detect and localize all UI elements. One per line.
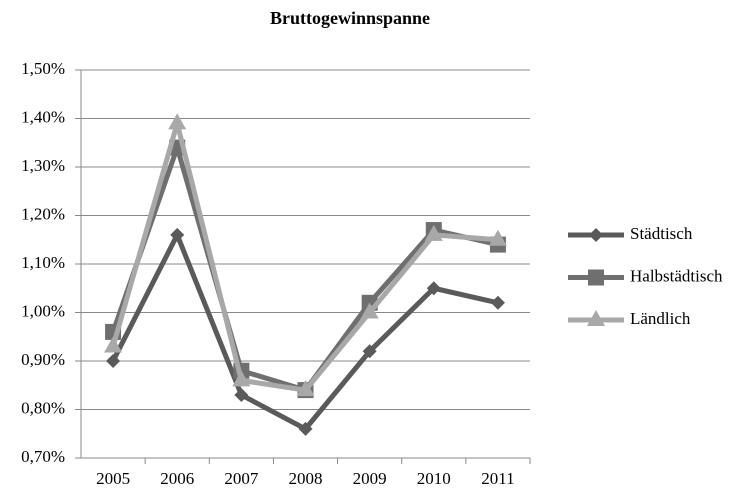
marker [104,336,123,353]
legend-label: Ländlich [630,309,691,328]
marker [298,421,313,436]
x-tick-label: 2007 [224,469,259,488]
marker [106,354,121,368]
x-tick-label: 2011 [481,469,514,488]
marker [232,370,251,387]
y-tick-label: 1,30% [21,156,65,175]
marker [234,387,249,402]
marker [170,227,185,242]
x-tick-label: 2005 [96,469,130,488]
marker [488,229,507,246]
marker [589,228,603,242]
marker [587,310,605,326]
y-tick-label: 1,40% [21,107,65,126]
marker [360,302,379,319]
marker [296,380,315,397]
y-tick-label: 0,70% [21,447,65,466]
y-tick-label: 1,20% [21,204,65,223]
marker [362,344,377,359]
chart-title: Bruttogewinnspanne [270,8,430,28]
marker [588,269,604,286]
y-tick-label: 1,00% [21,301,65,320]
marker [490,295,505,310]
series-line [110,145,499,393]
y-tick-label: 1,50% [21,59,65,78]
y-tick-label: 0,80% [21,398,65,417]
marker [424,224,443,241]
marker [168,113,187,130]
marker [426,281,441,296]
x-tick-label: 2006 [160,469,194,488]
y-tick-label: 0,90% [21,350,65,369]
legend-label: Halbstädtisch [630,266,723,285]
legend-label: Städtisch [630,224,693,243]
y-tick-label: 1,10% [21,253,65,272]
x-tick-label: 2009 [353,469,387,488]
x-tick-label: 2010 [417,469,451,488]
x-tick-label: 2008 [289,469,323,488]
